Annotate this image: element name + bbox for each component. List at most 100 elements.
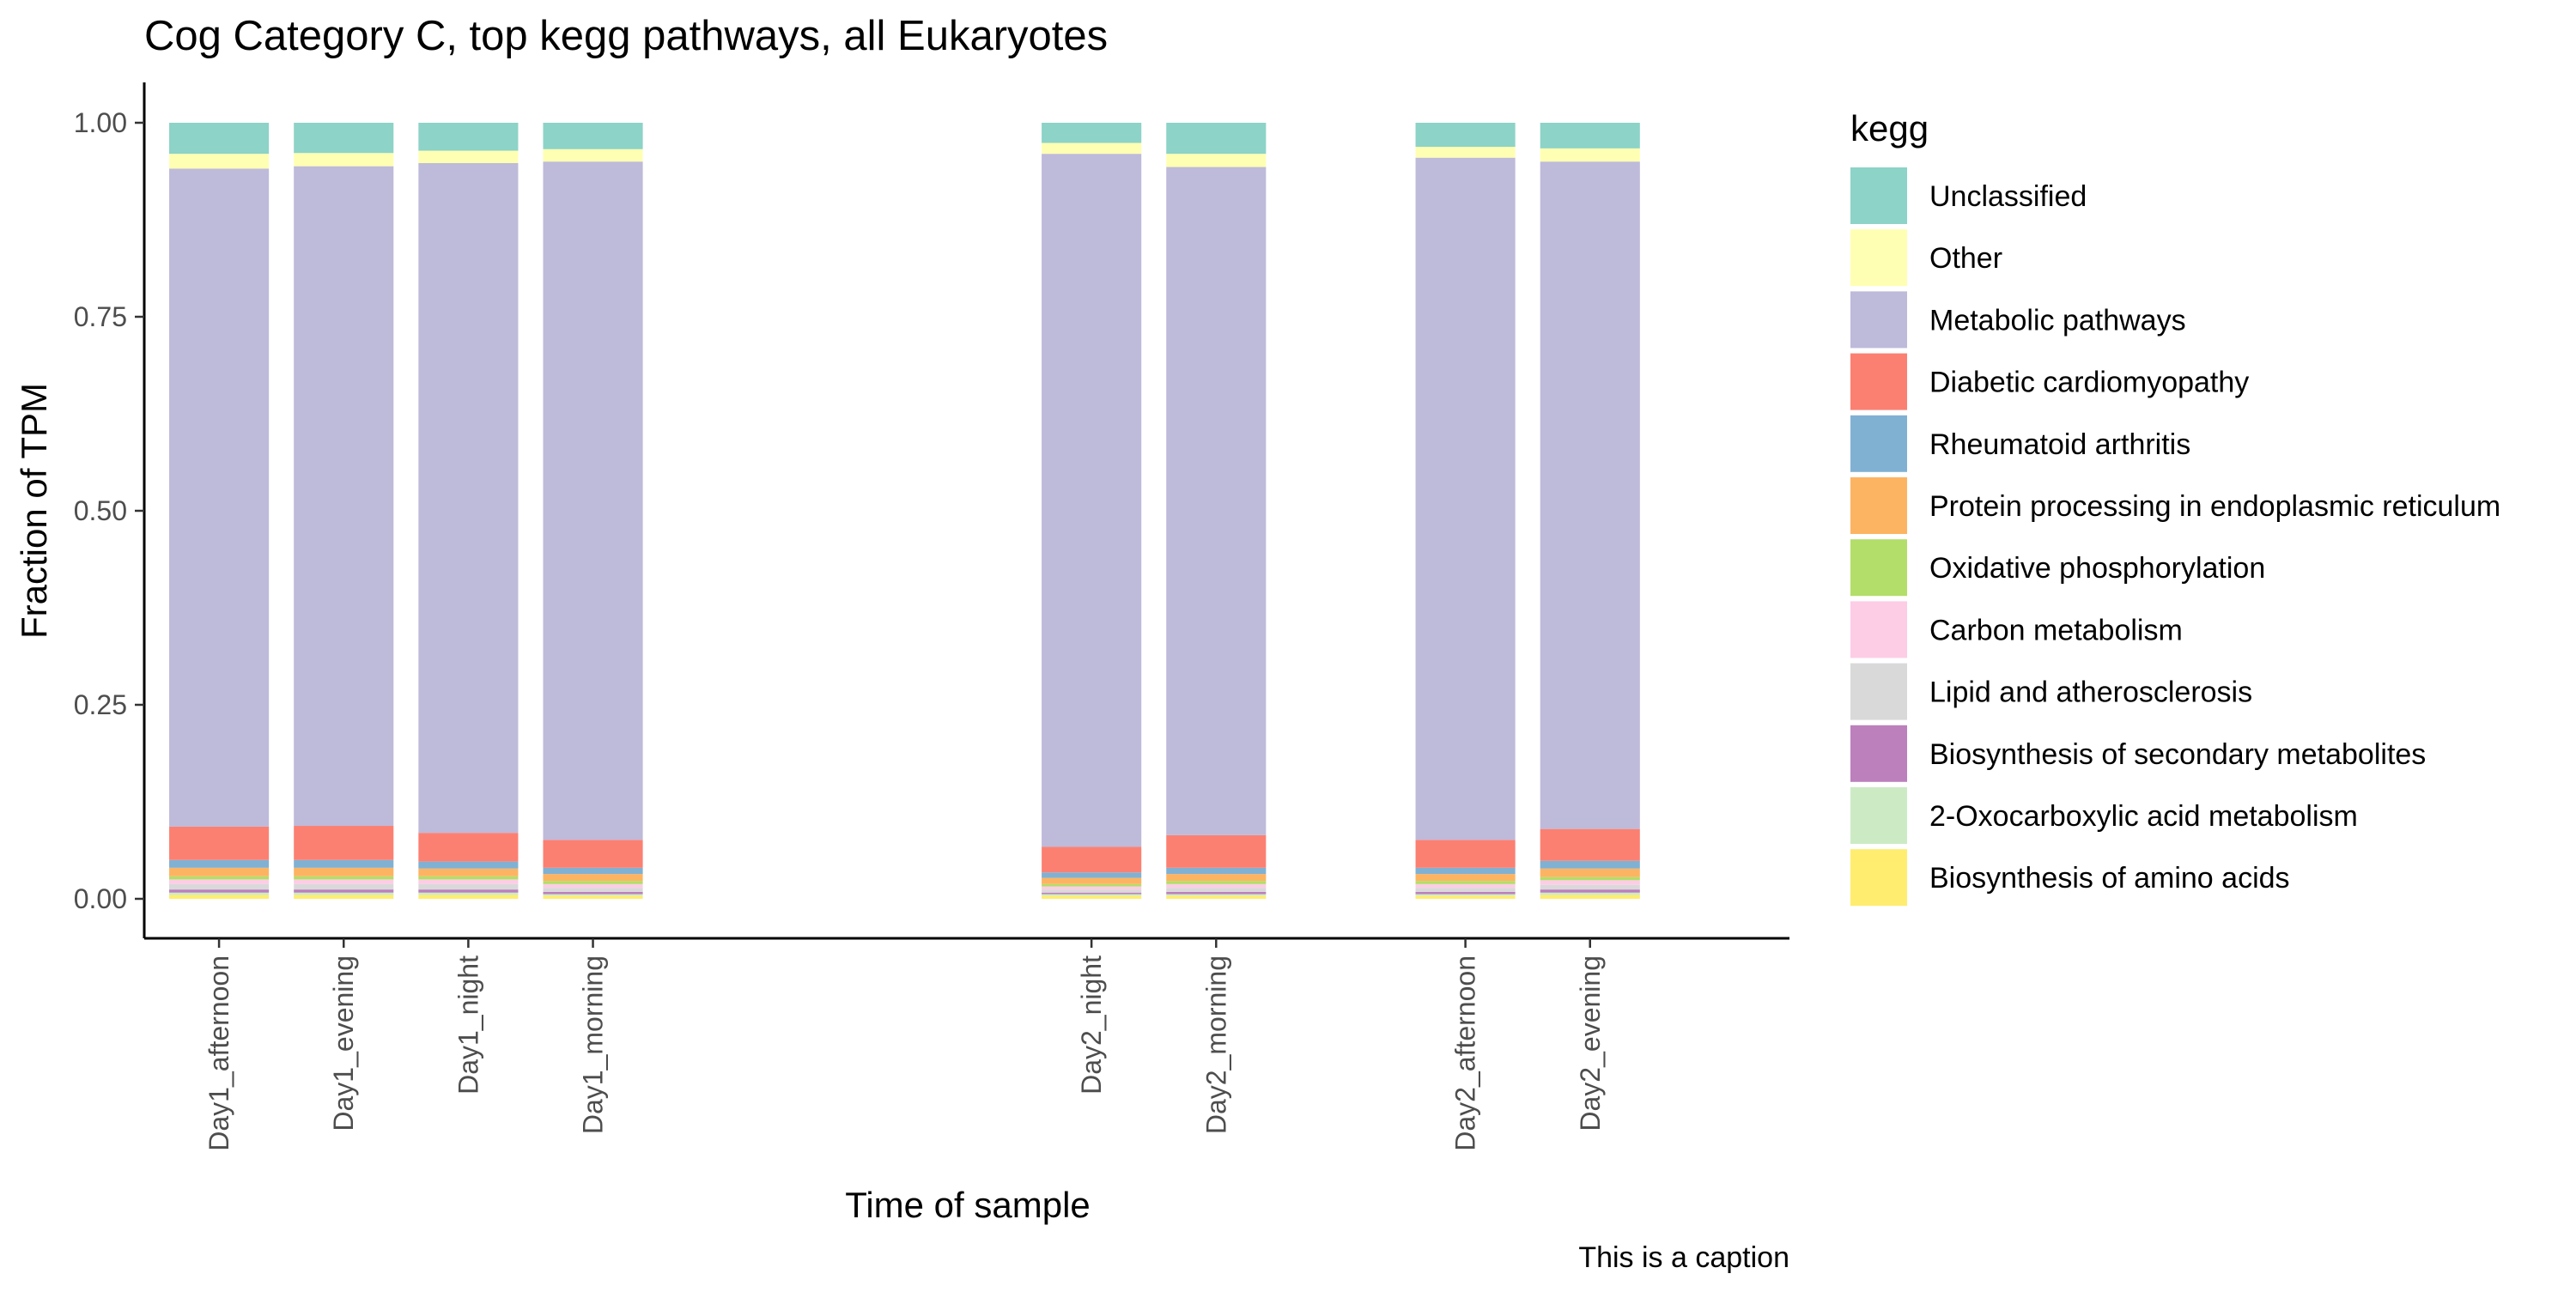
bar-segment [294, 879, 394, 884]
x-tick-label: Day2_morning [1200, 955, 1231, 1134]
bar-segment [169, 892, 270, 895]
y-axis-title: Fraction of TPM [14, 383, 54, 639]
bar-segment [1166, 123, 1267, 155]
bar-segment [1415, 867, 1516, 875]
y-tick-label: 0.00 [74, 883, 127, 914]
y-tick-label: 0.25 [74, 689, 127, 720]
x-axis: Day1_afternoon Day1_evening Day1_night Day1… [144, 937, 1789, 1151]
legend-item: Biosynthesis of amino acids [1850, 849, 2290, 907]
bar-segment [543, 840, 643, 868]
bar-stack-Day2_afternoon [1415, 123, 1516, 899]
bar-segment [294, 859, 394, 868]
bar-segment [1540, 148, 1640, 162]
bar-segment [1042, 877, 1142, 884]
bar-segment [1166, 874, 1267, 882]
legend-label: Biosynthesis of amino acids [1929, 862, 2290, 895]
bar-segment [294, 895, 394, 899]
bar-stack-Day1_night [418, 123, 519, 899]
legend-key [1850, 229, 1907, 287]
bar-stack-Day1_afternoon [169, 123, 270, 899]
bar-segment [169, 889, 270, 893]
legend-item: Lipid and atherosclerosis [1850, 663, 2252, 720]
legend-label: Metabolic pathways [1929, 304, 2186, 337]
legend-label: 2-Oxocarboxylic acid metabolism [1929, 800, 2358, 833]
bar-segment [1042, 154, 1142, 847]
x-tick-label: Day1_afternoon [204, 955, 234, 1151]
bar-segment [1415, 147, 1516, 158]
bar-segment [1415, 874, 1516, 882]
bar-segment [1166, 883, 1267, 889]
bar-segment [543, 874, 643, 882]
bar-segment [1415, 888, 1516, 892]
bar-segment [418, 876, 519, 880]
bar-segment [294, 123, 394, 154]
bar-segment [169, 879, 270, 884]
legend-label: Lipid and atherosclerosis [1929, 676, 2252, 709]
legend-key [1850, 353, 1907, 410]
bar-segment [1042, 846, 1142, 873]
bar-segment [169, 859, 270, 868]
legend: kegg Unclassified Other Metabolic pathways… [1850, 108, 2500, 907]
bar-segment [294, 166, 394, 827]
legend-item: Metabolic pathways [1850, 291, 2186, 349]
bar-segment [1042, 886, 1142, 890]
bar-segment [169, 826, 270, 860]
legend-label: Diabetic cardiomyopathy [1929, 367, 2249, 399]
bar-segment [169, 123, 270, 155]
bar-segment [543, 888, 643, 892]
x-tick-label: Day1_morning [578, 955, 609, 1134]
bar-segment [418, 868, 519, 876]
bar-segment [294, 876, 394, 880]
bar-segment [418, 883, 519, 890]
legend-item: Rheumatoid arthritis [1850, 415, 2190, 472]
legend-key [1850, 291, 1907, 349]
bar-segment [294, 892, 394, 895]
bar-segment [1166, 834, 1267, 868]
x-tick-label: Day2_evening [1575, 955, 1606, 1131]
bar-segment [418, 163, 519, 834]
bar-segment [1415, 157, 1516, 840]
legend-key [1850, 663, 1907, 720]
bar-segment [169, 895, 270, 899]
legend-item: Protein processing in endoplasmic reticu… [1850, 477, 2500, 534]
legend-key [1850, 725, 1907, 782]
bar-segment [1042, 895, 1142, 899]
bar-segment [418, 123, 519, 151]
legend-key [1850, 167, 1907, 224]
bar-stack-Day2_night [1042, 123, 1142, 899]
bar-segment [294, 883, 394, 890]
bar-segment [294, 826, 394, 860]
bar-segment [543, 894, 643, 896]
bar-segment [169, 876, 270, 880]
y-axis: 0.00 0.25 0.50 0.75 1.00 [74, 82, 146, 938]
bar-segment [543, 891, 643, 895]
bar-stack-Day1_evening [294, 123, 394, 899]
bar-segment [1415, 895, 1516, 899]
bar-segment [1540, 161, 1640, 829]
chart-title: Cog Category C, top kegg pathways, all E… [144, 13, 1108, 59]
legend-title: kegg [1850, 108, 1929, 149]
legend-key [1850, 787, 1907, 844]
bar-segment [1042, 872, 1142, 878]
bar-segment [418, 892, 519, 895]
bar-segment [1166, 154, 1267, 167]
bar-segment [1415, 840, 1516, 868]
bar-segment [1042, 883, 1142, 887]
bar-segment [1540, 889, 1640, 893]
y-tick-label: 0.75 [74, 301, 127, 332]
x-tick-label: Day2_night [1076, 955, 1107, 1095]
legend-label: Oxidative phosphorylation [1929, 552, 2265, 585]
bar-segment [543, 123, 643, 149]
bar-stack-Day1_morning [543, 123, 643, 899]
bar-segment [1166, 167, 1267, 835]
bar-segment [1540, 884, 1640, 890]
bar-segment [1166, 891, 1267, 895]
bar-segment [1166, 867, 1267, 875]
legend-label: Rheumatoid arthritis [1929, 428, 2190, 461]
bar-segment [1540, 123, 1640, 149]
bar-segment [418, 833, 519, 862]
bar-segment [1540, 860, 1640, 869]
legend-label: Unclassified [1929, 180, 2087, 213]
